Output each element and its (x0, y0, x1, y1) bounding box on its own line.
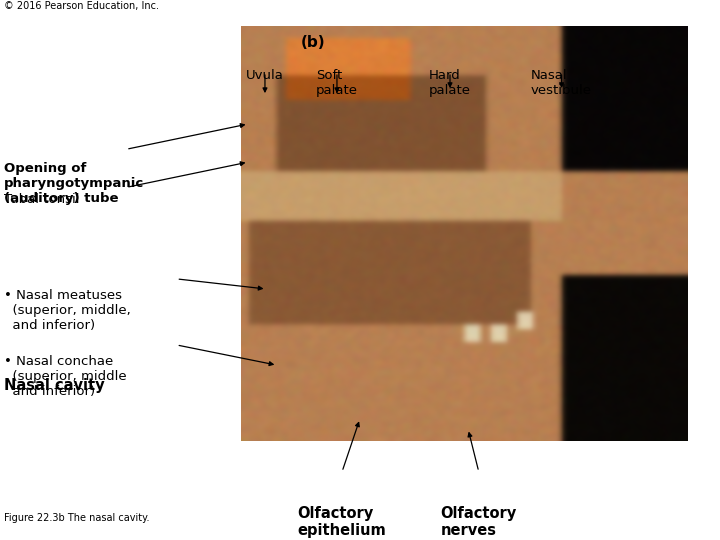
Text: Opening of
pharyngotympanic
(auditory) tube: Opening of pharyngotympanic (auditory) t… (4, 162, 144, 205)
Text: Figure 22.3b The nasal cavity.: Figure 22.3b The nasal cavity. (4, 512, 149, 523)
Text: Tubal tonsil: Tubal tonsil (4, 192, 79, 206)
Text: (b): (b) (301, 35, 325, 50)
Text: Nasal
vestibule: Nasal vestibule (531, 69, 592, 97)
Text: Uvula: Uvula (246, 69, 284, 82)
Text: • Nasal conchae
  (superior, middle
  and inferior): • Nasal conchae (superior, middle and in… (4, 355, 126, 398)
Text: Soft
palate: Soft palate (316, 69, 358, 97)
Text: • Nasal meatuses
  (superior, middle,
  and inferior): • Nasal meatuses (superior, middle, and … (4, 289, 130, 332)
Text: Nasal cavity: Nasal cavity (4, 378, 104, 393)
Text: © 2016 Pearson Education, Inc.: © 2016 Pearson Education, Inc. (4, 1, 158, 11)
Text: Olfactory
nerves: Olfactory nerves (441, 506, 517, 538)
Text: Olfactory
epithelium: Olfactory epithelium (297, 506, 387, 538)
Text: Hard
palate: Hard palate (429, 69, 471, 97)
